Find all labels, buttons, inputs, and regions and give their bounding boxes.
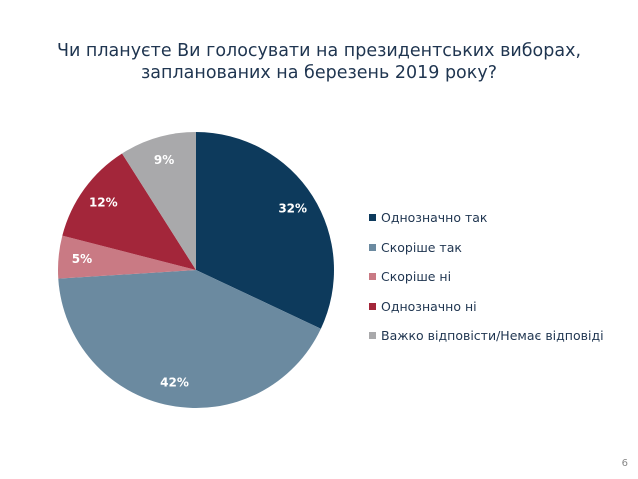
pie-slice: [62, 153, 196, 270]
pie-slice: [196, 132, 334, 329]
pie-slice: [58, 235, 196, 279]
data-label: 9%: [154, 153, 174, 167]
legend: Однозначно так Скоріше так Скоріше ні Одноз…: [369, 203, 604, 351]
legend-label: Важко відповісти/Немає відповіді: [381, 328, 604, 344]
pie-slice: [58, 270, 321, 408]
legend-swatch: [369, 302, 376, 310]
legend-label: Скоріше ні: [381, 269, 452, 285]
pie-slice: [122, 132, 196, 270]
legend-item: Важко відповісти/Немає відповіді: [369, 321, 604, 351]
legend-item: Скоріше так: [369, 233, 604, 263]
legend-swatch: [369, 243, 376, 251]
data-label: 42%: [160, 376, 189, 390]
legend-label: Однозначно так: [381, 210, 488, 226]
title-line-1: Чи плануєте Ви голосувати на президентсь…: [56, 41, 582, 61]
page-number: 6: [621, 458, 628, 469]
legend-item: Однозначно так: [369, 203, 604, 233]
legend-label: Скоріше так: [381, 239, 462, 255]
data-label: 32%: [278, 202, 307, 216]
legend-item: Скоріше ні: [369, 262, 604, 292]
data-label: 5%: [72, 252, 92, 266]
legend-swatch: [369, 273, 376, 281]
legend-swatch: [369, 332, 376, 340]
legend-item: Однозначно ні: [369, 292, 604, 322]
legend-swatch: [369, 214, 376, 222]
chart-title: Чи плануєте Ви голосувати на президентсь…: [0, 40, 638, 84]
legend-label: Однозначно ні: [381, 298, 477, 314]
title-line-2: запланованих на березень 2019 року?: [141, 63, 497, 83]
data-label: 12%: [89, 196, 118, 210]
